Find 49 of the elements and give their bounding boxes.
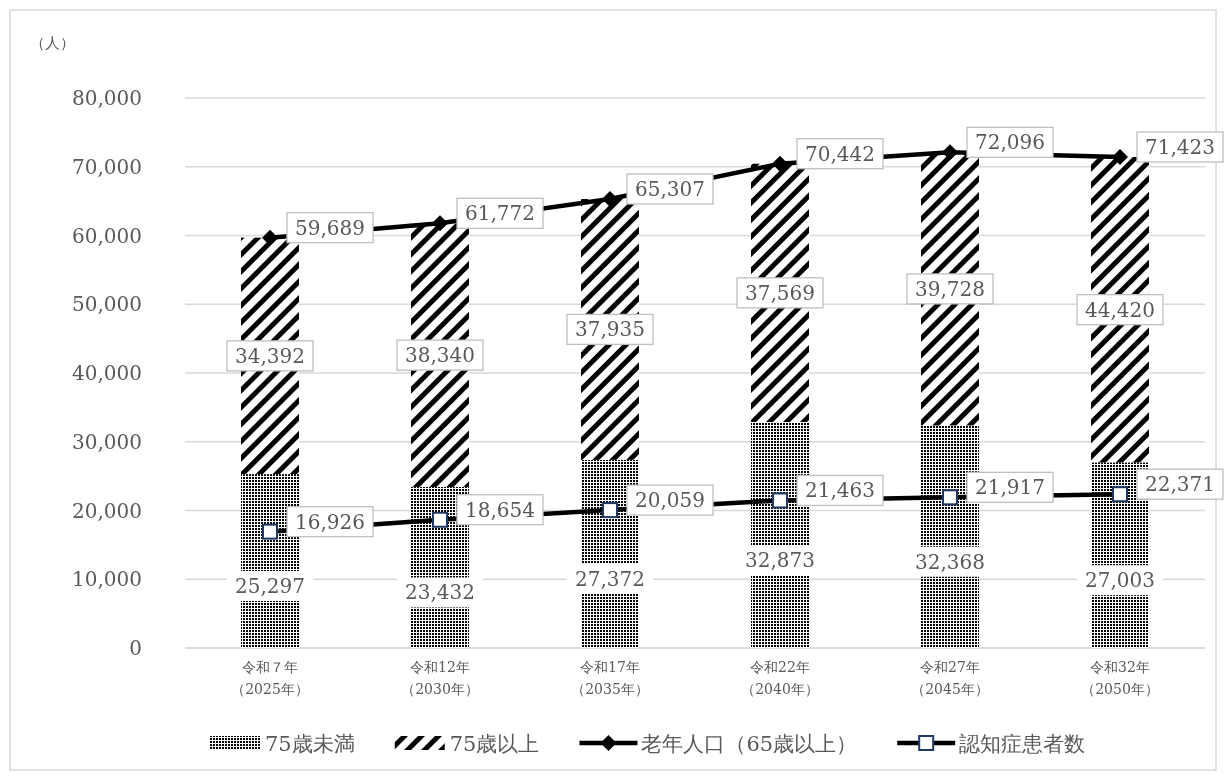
data-label: 20,059 (635, 488, 705, 513)
legend-label: 75歳以上 (449, 732, 540, 756)
x-tick-label: 令和22年（2040年） (741, 659, 819, 697)
data-label: 22,371 (1145, 472, 1215, 497)
data-label: 32,368 (915, 549, 985, 574)
x-tick-label: 令和17年（2035年） (571, 659, 649, 697)
point (432, 215, 448, 232)
data-label: 34,392 (235, 343, 305, 368)
y-tick-label: 60,000 (72, 223, 142, 248)
y-tick-label: 50,000 (72, 292, 142, 317)
data-label: 32,873 (745, 548, 815, 572)
legend-label: 75歳未満 (265, 732, 355, 756)
y-tick-label: 40,000 (72, 361, 142, 385)
data-label: 59,689 (295, 215, 365, 240)
data-label: 23,432 (405, 580, 475, 605)
data-label: 37,935 (575, 317, 645, 342)
data-label: 37,569 (745, 280, 815, 305)
point (772, 155, 788, 172)
y-tick-label: 10,000 (72, 567, 142, 592)
data-label: 70,442 (805, 141, 875, 166)
data-label: 61,772 (465, 201, 535, 226)
data-label: 25,297 (235, 574, 305, 599)
data-label: 18,654 (465, 497, 535, 522)
data-label: 71,423 (1145, 134, 1215, 159)
point (1112, 148, 1128, 165)
x-tick-label: 令和12年（2030年） (401, 659, 479, 697)
data-label: 21,463 (805, 478, 875, 503)
x-tick-label: 令和32年（2050年） (1081, 659, 1159, 697)
point (262, 229, 278, 246)
y-tick-label: 0 (129, 636, 142, 660)
data-label: 16,926 (295, 509, 365, 534)
x-tick-label: 令和27年（2045年） (911, 659, 989, 697)
x-tick-label: 令和７年（2025年） (231, 659, 309, 697)
legend-label: 認知症患者数 (959, 732, 1086, 756)
data-label: 72,096 (975, 130, 1045, 155)
data-label: 65,307 (635, 177, 705, 202)
data-label: 39,728 (915, 276, 985, 301)
point (942, 144, 958, 161)
y-axis-title: （人） (30, 34, 75, 52)
data-label: 38,340 (405, 343, 475, 368)
data-label: 44,420 (1085, 297, 1155, 322)
y-tick-label: 30,000 (72, 429, 142, 454)
data-label: 21,917 (975, 475, 1045, 500)
y-tick-label: 70,000 (72, 154, 142, 179)
data-label: 27,003 (1085, 568, 1155, 593)
y-tick-label: 80,000 (72, 86, 142, 110)
data-label: 27,372 (575, 566, 645, 591)
legend-label: 老年人口（65歳以上） (641, 732, 858, 756)
y-tick-label: 20,000 (72, 498, 142, 523)
